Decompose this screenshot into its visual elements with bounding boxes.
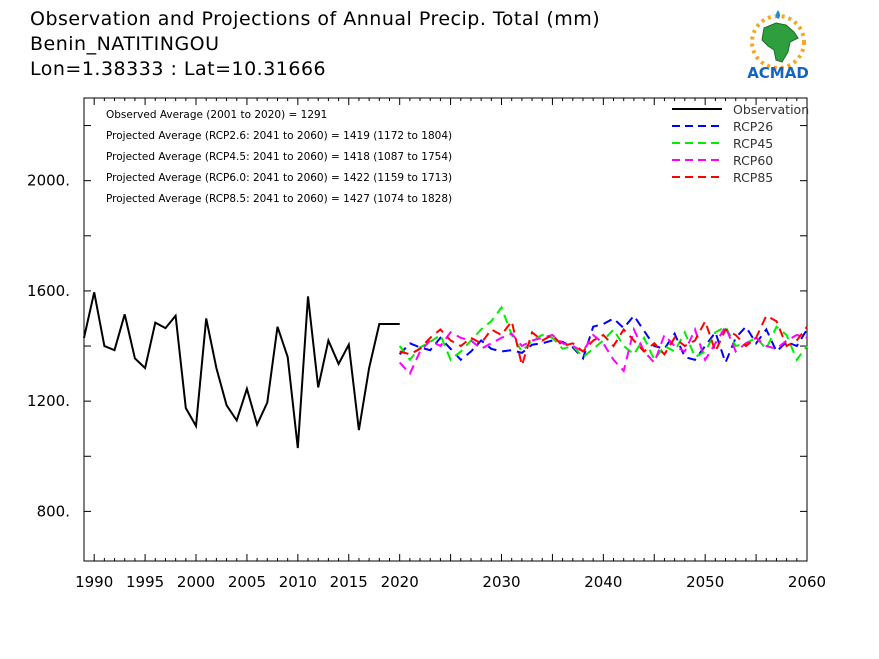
x-tick-label: 2005 (228, 573, 266, 591)
annotation-line: Projected Average (RCP6.0: 2041 to 2060)… (106, 172, 452, 184)
x-tick-label: 2000 (177, 573, 215, 591)
series-line-rcp26 (398, 314, 808, 366)
station-coordinates: Lon=1.38333 : Lat=10.31666 (30, 58, 327, 80)
x-tick-label: 2060 (788, 573, 826, 591)
annotation-line: Projected Average (RCP8.5: 2041 to 2060)… (106, 193, 452, 205)
series-line-observation (83, 292, 400, 449)
raindrop-icon (776, 10, 780, 19)
y-tick-label: 1200. (27, 392, 70, 410)
x-tick-label: 1990 (75, 573, 113, 591)
africa-shape-icon (761, 22, 799, 63)
chart-title: Observation and Projections of Annual Pr… (30, 8, 601, 30)
legend-label-rcp45: RCP45 (733, 136, 773, 151)
annotation-line: Observed Average (2001 to 2020) = 1291 (106, 109, 327, 121)
plot-frame (83, 97, 808, 562)
series-line-rcp85 (399, 314, 808, 370)
logo-text: ACMAD (747, 64, 809, 82)
x-tick-label: 2040 (584, 573, 622, 591)
annotation-line: Projected Average (RCP2.6: 2041 to 2060)… (106, 130, 452, 142)
x-tick-label: 1995 (126, 573, 164, 591)
station-name: Benin_NATITINGOU (30, 33, 220, 55)
series-line-rcp45 (398, 305, 808, 362)
y-tick-label: 800. (37, 502, 70, 520)
x-tick-label: 2030 (482, 573, 520, 591)
x-tick-label: 2015 (330, 573, 368, 591)
annotation-line: Projected Average (RCP4.5: 2041 to 2060)… (106, 151, 452, 163)
y-tick-label: 2000. (27, 172, 70, 190)
y-tick-label: 1600. (27, 282, 70, 300)
legend-label-rcp85: RCP85 (733, 170, 773, 185)
legend-label-observation: Observation (733, 102, 809, 117)
legend-label-rcp60: RCP60 (733, 153, 773, 168)
x-tick-label: 2050 (686, 573, 724, 591)
legend-label-rcp26: RCP26 (733, 119, 773, 134)
x-tick-label: 2020 (381, 573, 419, 591)
x-tick-label: 2010 (279, 573, 317, 591)
africa-map-sun-logo (750, 10, 806, 70)
